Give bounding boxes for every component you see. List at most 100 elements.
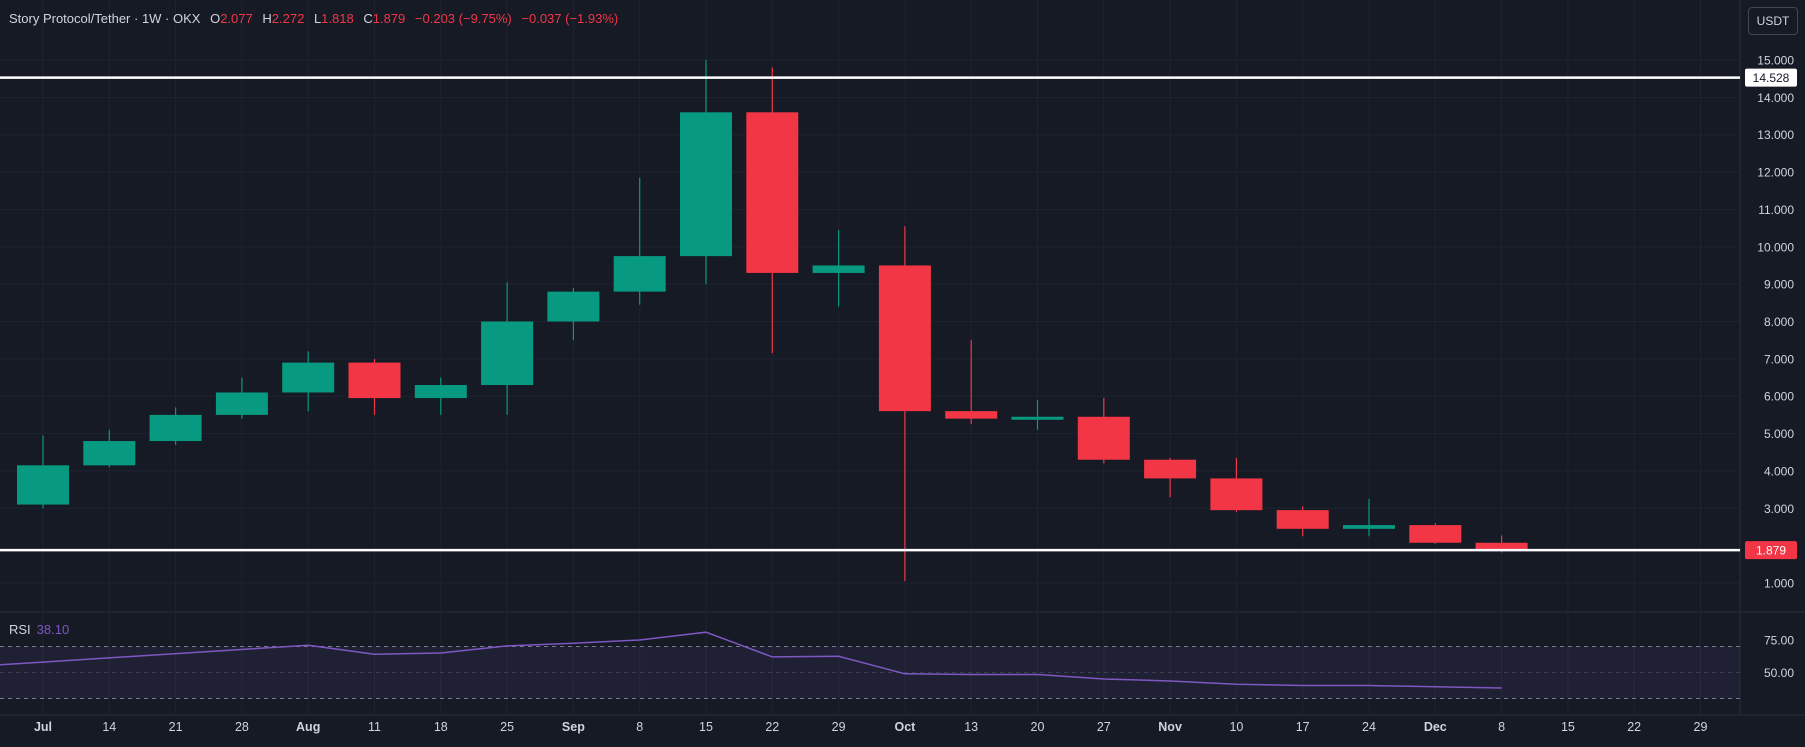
candle-body [149, 414, 202, 442]
price-tick-label: 10.000 [1757, 240, 1794, 254]
candle-body [1409, 525, 1462, 543]
rsi-tick-label: 75.00 [1764, 634, 1794, 648]
candle[interactable] [1210, 457, 1263, 513]
price-tick-label: 3.000 [1764, 502, 1794, 516]
time-tick-label: Sep [562, 720, 585, 734]
time-tick-label: 15 [1561, 720, 1575, 734]
rsi-value: 38.10 [36, 622, 70, 637]
candle[interactable] [1409, 523, 1462, 544]
candle[interactable] [17, 435, 69, 509]
candle[interactable] [945, 340, 998, 425]
price-tick-label: 9.000 [1764, 278, 1794, 292]
candle[interactable] [414, 377, 467, 415]
level-price-tag [1745, 541, 1797, 560]
price-tick-label: 7.000 [1764, 352, 1794, 366]
time-tick-label: 25 [500, 720, 514, 734]
price-tick-label: 1.000 [1764, 577, 1794, 591]
price-tick-label: 5.000 [1764, 427, 1794, 441]
time-tick-label: 27 [1097, 720, 1111, 734]
time-tick-label: 18 [434, 720, 448, 734]
candle[interactable] [282, 351, 335, 412]
time-tick-label: Dec [1424, 720, 1447, 734]
symbol-title[interactable]: Story Protocol/Tether · 1W · OKX [9, 11, 201, 26]
candle[interactable] [1276, 506, 1329, 537]
candle-body [812, 265, 865, 273]
time-axis[interactable]: Jul 14 21 28 Aug 11 18 25 Sep 8 15 22 29 Oct 13 20 27 Nov… [34, 720, 1708, 734]
time-tick-label: 17 [1296, 720, 1310, 734]
candle[interactable] [1077, 398, 1130, 464]
candle[interactable] [215, 377, 268, 419]
time-tick-label: 11 [368, 720, 381, 734]
candle-body [83, 441, 136, 466]
open-label: O [210, 11, 221, 26]
candle-body [746, 112, 799, 273]
open-value: 2.077 [220, 11, 253, 26]
horizontal-levels[interactable]: 14.528 1.879 [0, 68, 1797, 560]
time-tick-label: 29 [832, 720, 846, 734]
currency-button[interactable]: USDT [1748, 7, 1798, 35]
time-tick-label: Aug [296, 720, 320, 734]
price-tick-label: 12.000 [1757, 166, 1794, 180]
time-tick-label: 14 [102, 720, 116, 734]
rsi-band-fill [0, 646, 1740, 699]
time-tick-label: 28 [235, 720, 249, 734]
candle[interactable] [680, 60, 732, 285]
low-value: 1.818 [321, 11, 354, 26]
time-tick-label: 8 [1498, 720, 1505, 734]
candle[interactable] [481, 282, 534, 415]
candle-body [414, 385, 467, 399]
time-tick-label: 15 [699, 720, 713, 734]
time-tick-label: 24 [1362, 720, 1376, 734]
candle[interactable] [613, 177, 666, 305]
level-price-label: 14.528 [1753, 71, 1790, 85]
candle[interactable] [878, 226, 931, 582]
candle-body [878, 265, 931, 412]
candle[interactable] [1011, 399, 1064, 430]
candle[interactable] [83, 429, 136, 468]
time-tick-label: 22 [1627, 720, 1641, 734]
time-tick-label: 20 [1031, 720, 1045, 734]
candle-body [1077, 416, 1130, 460]
rsi-panel [0, 646, 1740, 699]
time-tick-label: 13 [964, 720, 978, 734]
price-axis[interactable]: 15.000 14.000 13.000 12.000 11.000 10.000 9.00… [1757, 54, 1794, 681]
time-tick-label: Nov [1158, 720, 1182, 734]
candle-body [282, 362, 335, 393]
high-value: 2.272 [271, 11, 305, 26]
candlestick-series[interactable] [17, 60, 1528, 582]
candle[interactable] [746, 67, 799, 354]
candle[interactable] [149, 407, 202, 445]
time-tick-label: Jul [34, 720, 52, 734]
time-tick-label: 22 [765, 720, 779, 734]
candle[interactable] [348, 358, 401, 415]
price-tick-label: 15.000 [1757, 54, 1794, 68]
rsi-line [0, 631, 1502, 689]
candle-body [680, 112, 732, 257]
chart-legend-header: Story Protocol/Tether · 1W · OKX O2.077 … [9, 11, 618, 26]
candle-body [215, 392, 268, 415]
candle-body [1343, 525, 1395, 529]
rsi-legend[interactable]: RSI 38.10 [9, 622, 69, 637]
candle-body [613, 256, 666, 292]
rsi-polyline [0, 631, 1502, 689]
candle-body [945, 411, 998, 419]
high-label: H [262, 11, 272, 26]
candle-body [547, 291, 600, 322]
candle[interactable] [1343, 498, 1395, 537]
candle-body [1144, 459, 1197, 479]
candle[interactable] [812, 229, 865, 307]
candle-body [348, 362, 401, 399]
change-value-secondary: −0.037 (−1.93%) [521, 11, 619, 26]
time-tick-label: Oct [894, 720, 916, 734]
time-tick-label: 21 [169, 720, 183, 734]
candle[interactable] [547, 287, 600, 341]
candle-body [1210, 478, 1263, 511]
time-tick-label: 10 [1229, 720, 1243, 734]
close-value: 1.879 [372, 11, 406, 26]
time-tick-label: 29 [1694, 720, 1708, 734]
price-tick-label: 11.000 [1758, 203, 1794, 217]
price-tick-label: 14.000 [1757, 91, 1794, 105]
candle[interactable] [1144, 457, 1197, 498]
candle-body [17, 465, 69, 505]
